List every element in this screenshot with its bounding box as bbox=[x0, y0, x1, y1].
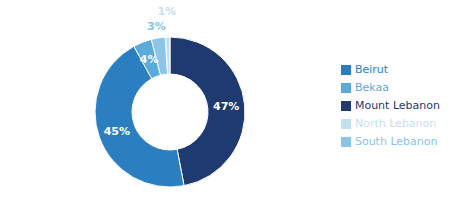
svg-text:47%: 47% bbox=[213, 100, 239, 113]
html-text:Mount Lebanon: Mount Lebanon bbox=[354, 98, 440, 112]
html-text:North Lebanon: North Lebanon bbox=[354, 116, 437, 130]
svg-text:4%: 4% bbox=[140, 53, 159, 66]
svg-text:45%: 45% bbox=[104, 125, 130, 138]
html-text:Bekaa: Bekaa bbox=[354, 80, 389, 94]
svg-text:1%: 1% bbox=[157, 5, 176, 18]
svg-text:3%: 3% bbox=[147, 20, 166, 33]
html-text:South Lebanon: South Lebanon bbox=[354, 134, 438, 148]
html-text:Beirut: Beirut bbox=[354, 62, 389, 76]
